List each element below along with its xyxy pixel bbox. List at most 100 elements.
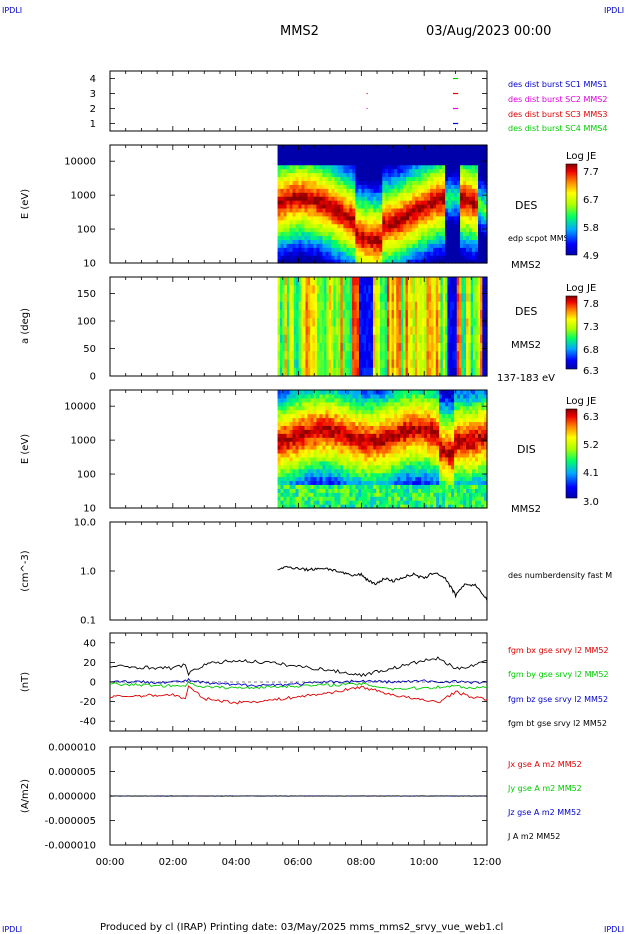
des-pitch-ylabel: a (deg): [20, 308, 31, 344]
dis-spectrogram-cell: [304, 449, 309, 454]
dis-spectrogram-cell: [277, 480, 282, 485]
dis-spectrogram-cell: [382, 417, 386, 423]
dis-spectrogram-cell: [289, 488, 294, 493]
des-spectrogram-cell: [286, 219, 291, 225]
pitch-angle-cell: [459, 277, 463, 286]
des-spectrogram-cell: [277, 251, 282, 256]
dis-spectrogram-cell: [301, 480, 306, 485]
dis-spectrogram-cell: [337, 437, 341, 442]
des-spectrogram-cell: [301, 235, 306, 240]
des-spectrogram-cell: [295, 231, 300, 237]
des-spectrogram-cell: [391, 184, 395, 189]
dis-spectrogram-cell: [301, 484, 306, 489]
dis-spectrogram-cell: [379, 409, 383, 415]
dis-spectrogram-cell: [295, 397, 300, 403]
pitch-angle-cell: [428, 351, 432, 361]
des-spectrogram-cell: [319, 215, 324, 221]
des-spectrogram-cell: [415, 231, 419, 237]
pitch-angle-cell: [405, 293, 409, 303]
dis-spectrogram-cell: [403, 425, 407, 430]
des-spectrogram-cell: [292, 207, 297, 213]
dis-spectrogram-cell: [412, 504, 416, 509]
pitch-angle-cell: [463, 301, 467, 311]
dis-spectrogram-cell: [382, 390, 386, 395]
des-spectrogram-cell: [328, 227, 333, 233]
dis-spectrogram-cell: [409, 484, 413, 489]
dis-spectrogram-cell: [388, 464, 392, 470]
pitch-angle-cell: [356, 351, 360, 361]
dis-spectrogram-cell: [388, 441, 392, 446]
des-spectrogram-cell: [418, 172, 422, 178]
pitch-angle-cell: [365, 301, 369, 311]
des-spectrogram-cell: [316, 148, 321, 154]
des-spectrogram-cell: [385, 172, 389, 178]
des-spectrogram-cell: [436, 243, 440, 248]
des-spectrogram-cell: [340, 207, 344, 213]
pitch-angle-cell: [356, 285, 360, 295]
pitch-angle-cell: [424, 285, 428, 295]
pitch-angle-cell: [377, 285, 381, 295]
dis-spectrogram-cell: [364, 441, 368, 446]
des-spectrogram-cell: [466, 239, 470, 244]
pitch-angle-cell: [321, 293, 325, 303]
dis-spectrogram-cell: [430, 397, 434, 403]
dis-spectrogram-cell: [289, 480, 294, 485]
des-spectrogram-cell: [448, 255, 452, 260]
des-spectrogram-cell: [466, 172, 470, 178]
dis-spectrogram-cell: [430, 476, 434, 482]
des-spectrogram-cell: [424, 152, 428, 158]
des-spectrogram-cell: [403, 160, 407, 166]
des-spectrogram-cell: [472, 188, 476, 193]
dis-spectrogram-cell: [367, 429, 371, 434]
des-spectrogram-cell: [457, 176, 461, 181]
dis-spectrogram-cell: [391, 425, 395, 430]
dis-spectrogram-cell: [415, 421, 419, 426]
dis-spectrogram-cell: [409, 433, 413, 438]
des-spectrogram-cell: [280, 184, 285, 189]
des-spectrogram-cell: [319, 231, 324, 237]
des-spectrogram-cell: [355, 196, 359, 201]
des-spectrogram-cell: [304, 227, 309, 233]
des-spectrogram-cell: [355, 176, 359, 181]
dis-spectrogram-cell: [289, 437, 294, 442]
des-spectrogram-cell: [445, 227, 449, 233]
dis-spectrogram-cell: [427, 429, 431, 434]
dis-spectrogram-cell: [421, 425, 425, 430]
des-spectrogram-cell: [328, 223, 333, 229]
pitch-angle-cell: [293, 351, 297, 361]
des-spectrogram-cell: [439, 235, 443, 240]
dis-spectrogram-cell: [319, 445, 324, 450]
des-spectrogram-cell: [295, 235, 300, 240]
des-spectrogram-cell: [358, 156, 362, 162]
pitch-angle-cell: [398, 359, 402, 369]
dis-spectrogram-cell: [289, 468, 294, 474]
dis-spectrogram-cell: [418, 492, 422, 497]
dis-spectrogram-cell: [367, 468, 371, 474]
des-spectrogram-cell: [451, 259, 455, 264]
y-tick-label: 10: [83, 259, 96, 270]
pitch-angle-cell: [305, 301, 309, 311]
des-spectrogram-cell: [385, 145, 389, 150]
des-spectrogram-cell: [412, 176, 416, 181]
dis-spectrogram-cell: [373, 488, 377, 493]
des-spectrogram-cell: [292, 219, 297, 225]
dis-spectrogram-cell: [373, 500, 377, 505]
pitch-angle-cell: [461, 359, 465, 369]
dis-spectrogram-cell: [313, 504, 318, 509]
pitch-angle-cell: [296, 318, 300, 328]
des-spectrogram-cell: [295, 160, 300, 166]
dis-spectrogram-cell: [298, 468, 303, 474]
des-spectrogram-cell: [331, 192, 336, 197]
dis-spectrogram-cell: [310, 488, 315, 493]
pitch-angle-cell: [347, 293, 351, 303]
des-spectrogram-cell: [280, 207, 285, 213]
des-spectrogram-cell: [325, 223, 330, 229]
dis-spectrogram-cell: [316, 452, 321, 458]
des-spectrogram-cell: [343, 259, 347, 264]
pitch-angle-cell: [393, 301, 397, 311]
des-spectrogram-cell: [391, 200, 395, 205]
dis-spectrogram-cell: [322, 393, 327, 399]
des-spectrogram-cell: [457, 200, 461, 205]
des-spectrogram-cell: [409, 152, 413, 158]
des-spectrogram-cell: [355, 184, 359, 189]
